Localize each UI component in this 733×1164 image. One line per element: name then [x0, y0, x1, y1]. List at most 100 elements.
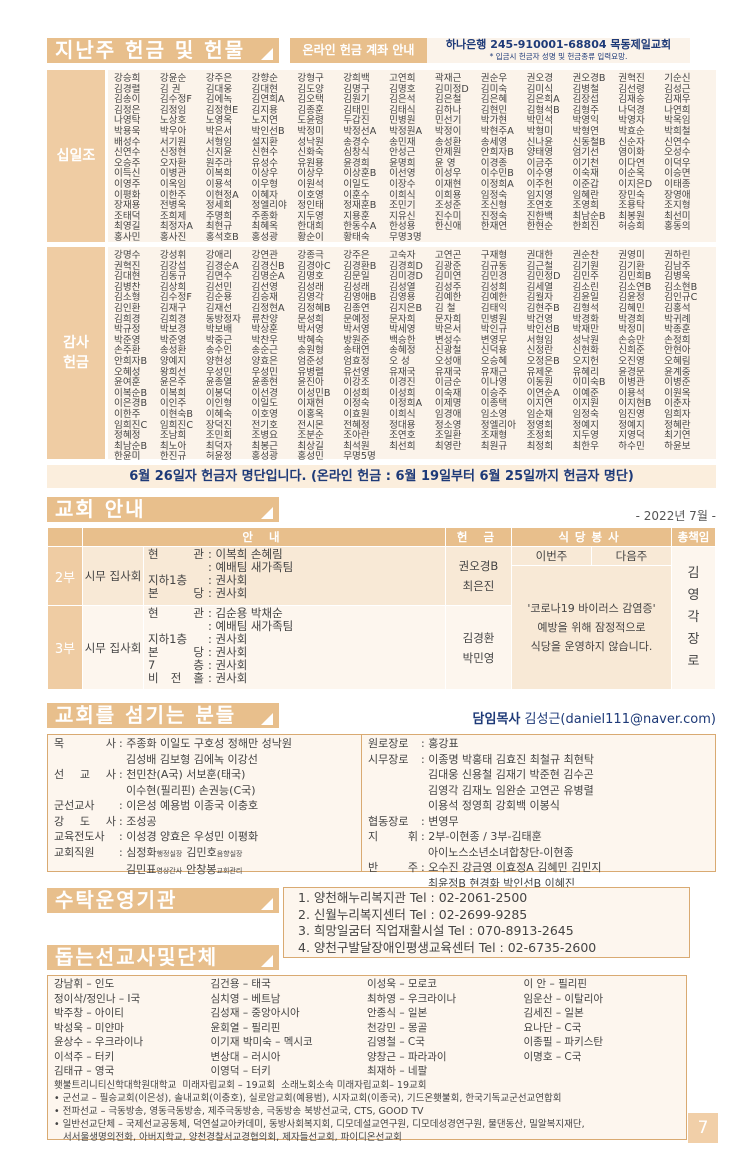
service-line: : 예배팀 새가족팀: [148, 561, 441, 574]
section-title: 수탁운영기관: [55, 888, 178, 912]
donor-name: 황태숙: [343, 231, 370, 243]
donor-name: 정소영: [434, 419, 462, 431]
donor-name: 박종훈: [664, 324, 691, 336]
name-row: 이득신 이병관 이복희 이상우 이상우 이상훈B 이선영 이성우 이수민B 이수영 이숙재 이순옥 이승…: [114, 169, 710, 180]
organization-line: 서서울생명의전화, 아버지학교, 양천경찰서교경협의회, 제자들선교회, 파이디…: [54, 1131, 402, 1143]
donor-name: 송순근: [251, 345, 279, 357]
donor-name: 김정혜B: [297, 302, 331, 314]
donor-name: 김예한: [434, 292, 462, 304]
role-names: 아이노스소년소녀합창단-이현종: [421, 845, 574, 859]
donor-name: 정혜란: [664, 419, 691, 431]
donor-name: 도윤령: [297, 115, 324, 127]
donor-name: 최기연: [664, 430, 691, 442]
donor-name: 주종화: [251, 210, 279, 222]
donor-name: 박민석: [526, 115, 554, 127]
donor-name: 강주은: [205, 73, 233, 84]
donor-name: 이준갑: [572, 178, 599, 190]
donor-name: 김규동: [480, 260, 508, 272]
donor-name: 민선기: [434, 115, 462, 127]
donor-name: 한재연: [480, 221, 508, 233]
donor-name: 김명호: [297, 271, 324, 283]
donor-name: 변성수: [434, 334, 462, 346]
donor-name: 윤경희: [343, 157, 370, 169]
facility-item: 1. 양천해누리복지관 Tel : 02-2061-2500: [298, 890, 528, 905]
donor-name: 장민숙: [618, 189, 645, 201]
donor-name: 조연호: [389, 430, 416, 442]
role-label: 반 주: [368, 861, 418, 874]
donor-name: 김강섭: [159, 260, 187, 272]
donor-name: 이경종: [480, 157, 508, 169]
donor-name: 김정임: [159, 104, 187, 116]
missionary-item: 천강민 – 몽골: [367, 1021, 428, 1034]
donor-name: 박보경: [159, 324, 187, 336]
donor-name: 정예지: [572, 419, 599, 431]
donor-name: 김재승: [618, 94, 645, 106]
role-names: : 홍강표: [421, 737, 459, 750]
donor-name: 최영길: [114, 221, 141, 233]
col-blank: [47, 527, 83, 547]
donor-name: 조분순: [297, 430, 324, 442]
col-chief: 총책임: [671, 527, 716, 547]
donor-name: 김남주: [664, 260, 691, 272]
servant-line: 시무장로: 이종명 박홍태 김효진 최철규 최현탁: [368, 752, 709, 768]
donor-name: 한희진: [572, 221, 599, 233]
donor-name: 이나영: [480, 377, 508, 389]
name-row: 김인환 김재구 김재선 김정현A 김정혜B 김종연 김지은B 김 철 김태익 김현주B 김형석 김혜민…: [114, 302, 710, 315]
donor-name: 전병옥: [159, 200, 187, 212]
missionary-item: 정이삭/정인나 – I국: [54, 992, 141, 1005]
donor-name: 이정희A: [389, 398, 423, 410]
donor-name: 송원형: [297, 345, 324, 357]
donor-name: 한신애: [434, 221, 462, 233]
donor-name: 이지현B: [618, 398, 652, 410]
donor-name: 조병요: [251, 430, 279, 442]
donor-name: 조정희: [526, 430, 554, 442]
donor-name: 설지환: [251, 136, 279, 148]
donor-name: 김민주: [572, 271, 599, 283]
donor-name: 김세열: [526, 281, 554, 293]
donor-name: 이장수: [389, 178, 416, 190]
offering-person: 권오경B: [458, 559, 499, 573]
donor-name: 신나윤: [526, 136, 554, 148]
donor-name: 지용훈: [343, 210, 370, 222]
donor-name: 유제운: [526, 366, 554, 378]
missionary-item: 박주창 – 아이티: [54, 1007, 124, 1019]
donor-name: 이덕우: [664, 157, 691, 169]
donor-name: 박형연: [572, 125, 599, 137]
donor-name: 박보배: [205, 324, 233, 336]
donor-name: 김성열: [389, 281, 416, 293]
donor-name: 임소영: [480, 408, 508, 420]
donor-name: 박경희: [618, 313, 645, 325]
next-week: 다음주: [591, 546, 672, 566]
name-row: 한윤미 한진규 허윤정 홍성광 홍성민 무명5명: [114, 452, 710, 463]
donor-name: 이일도: [343, 178, 370, 190]
donor-name: 최봉원: [618, 210, 645, 222]
donor-name: 이인주: [159, 398, 187, 410]
donor-name: 이희식: [389, 408, 416, 420]
corner-icon: [261, 48, 273, 60]
donor-name: 박정선A: [343, 125, 377, 137]
donor-name: 권순찬: [572, 250, 599, 261]
donor-name: 김오택: [297, 94, 324, 106]
section-title: 교회를 섬기는 분들: [55, 703, 237, 727]
service-offering: 권오경B 최은진: [445, 546, 512, 606]
name-row: 배성수 서기원 서형임 설지환 성낙원 송경수 송민재 송성환 송세영 신나윤 신동철B 신순자 신연수: [114, 136, 710, 149]
donor-name: 임희자: [664, 408, 691, 420]
donor-name: 강애리: [205, 250, 233, 261]
donor-name: 유재근: [480, 366, 508, 378]
donor-name: 김현주B: [526, 302, 560, 314]
donor-name: 이상훈B: [343, 168, 377, 180]
donor-name: 오혜성: [114, 366, 141, 378]
servant-line: 이수현(필리핀) 손권능(C국): [54, 783, 355, 799]
donor-name: 김동규: [159, 271, 187, 283]
donor-name: 이춘자: [664, 398, 691, 410]
corner-icon: [261, 713, 273, 725]
servant-line: 선 교 사: 천민찬(A국) 서보훈(태국): [54, 767, 355, 783]
mission-organizations: 횃불트리니티신학대학원대학교 미래자립교회 – 19교회 소래노회소속 미래자립…: [54, 1079, 680, 1144]
donor-name: 최원규: [480, 440, 508, 452]
role-names: : 심정화행정실장 김민호음향실장: [119, 845, 243, 859]
servant-line: 아이노스소년소녀합창단-이현종: [368, 845, 709, 861]
name-row: 김경렬 김 권 김대웅 김대현 김도양 김명구 김명호 김미정D 김미숙 김미식 김병철 김선령 김성근: [114, 84, 710, 96]
donor-name: 김태민: [343, 104, 370, 116]
donor-name: 최현규: [205, 221, 233, 233]
name-row: 최남순B 최노아 최덕자 최봉근 최상길 최석원 최선희 최영란 최원규 최정희 최한우 하수민 하윤보: [114, 440, 710, 453]
